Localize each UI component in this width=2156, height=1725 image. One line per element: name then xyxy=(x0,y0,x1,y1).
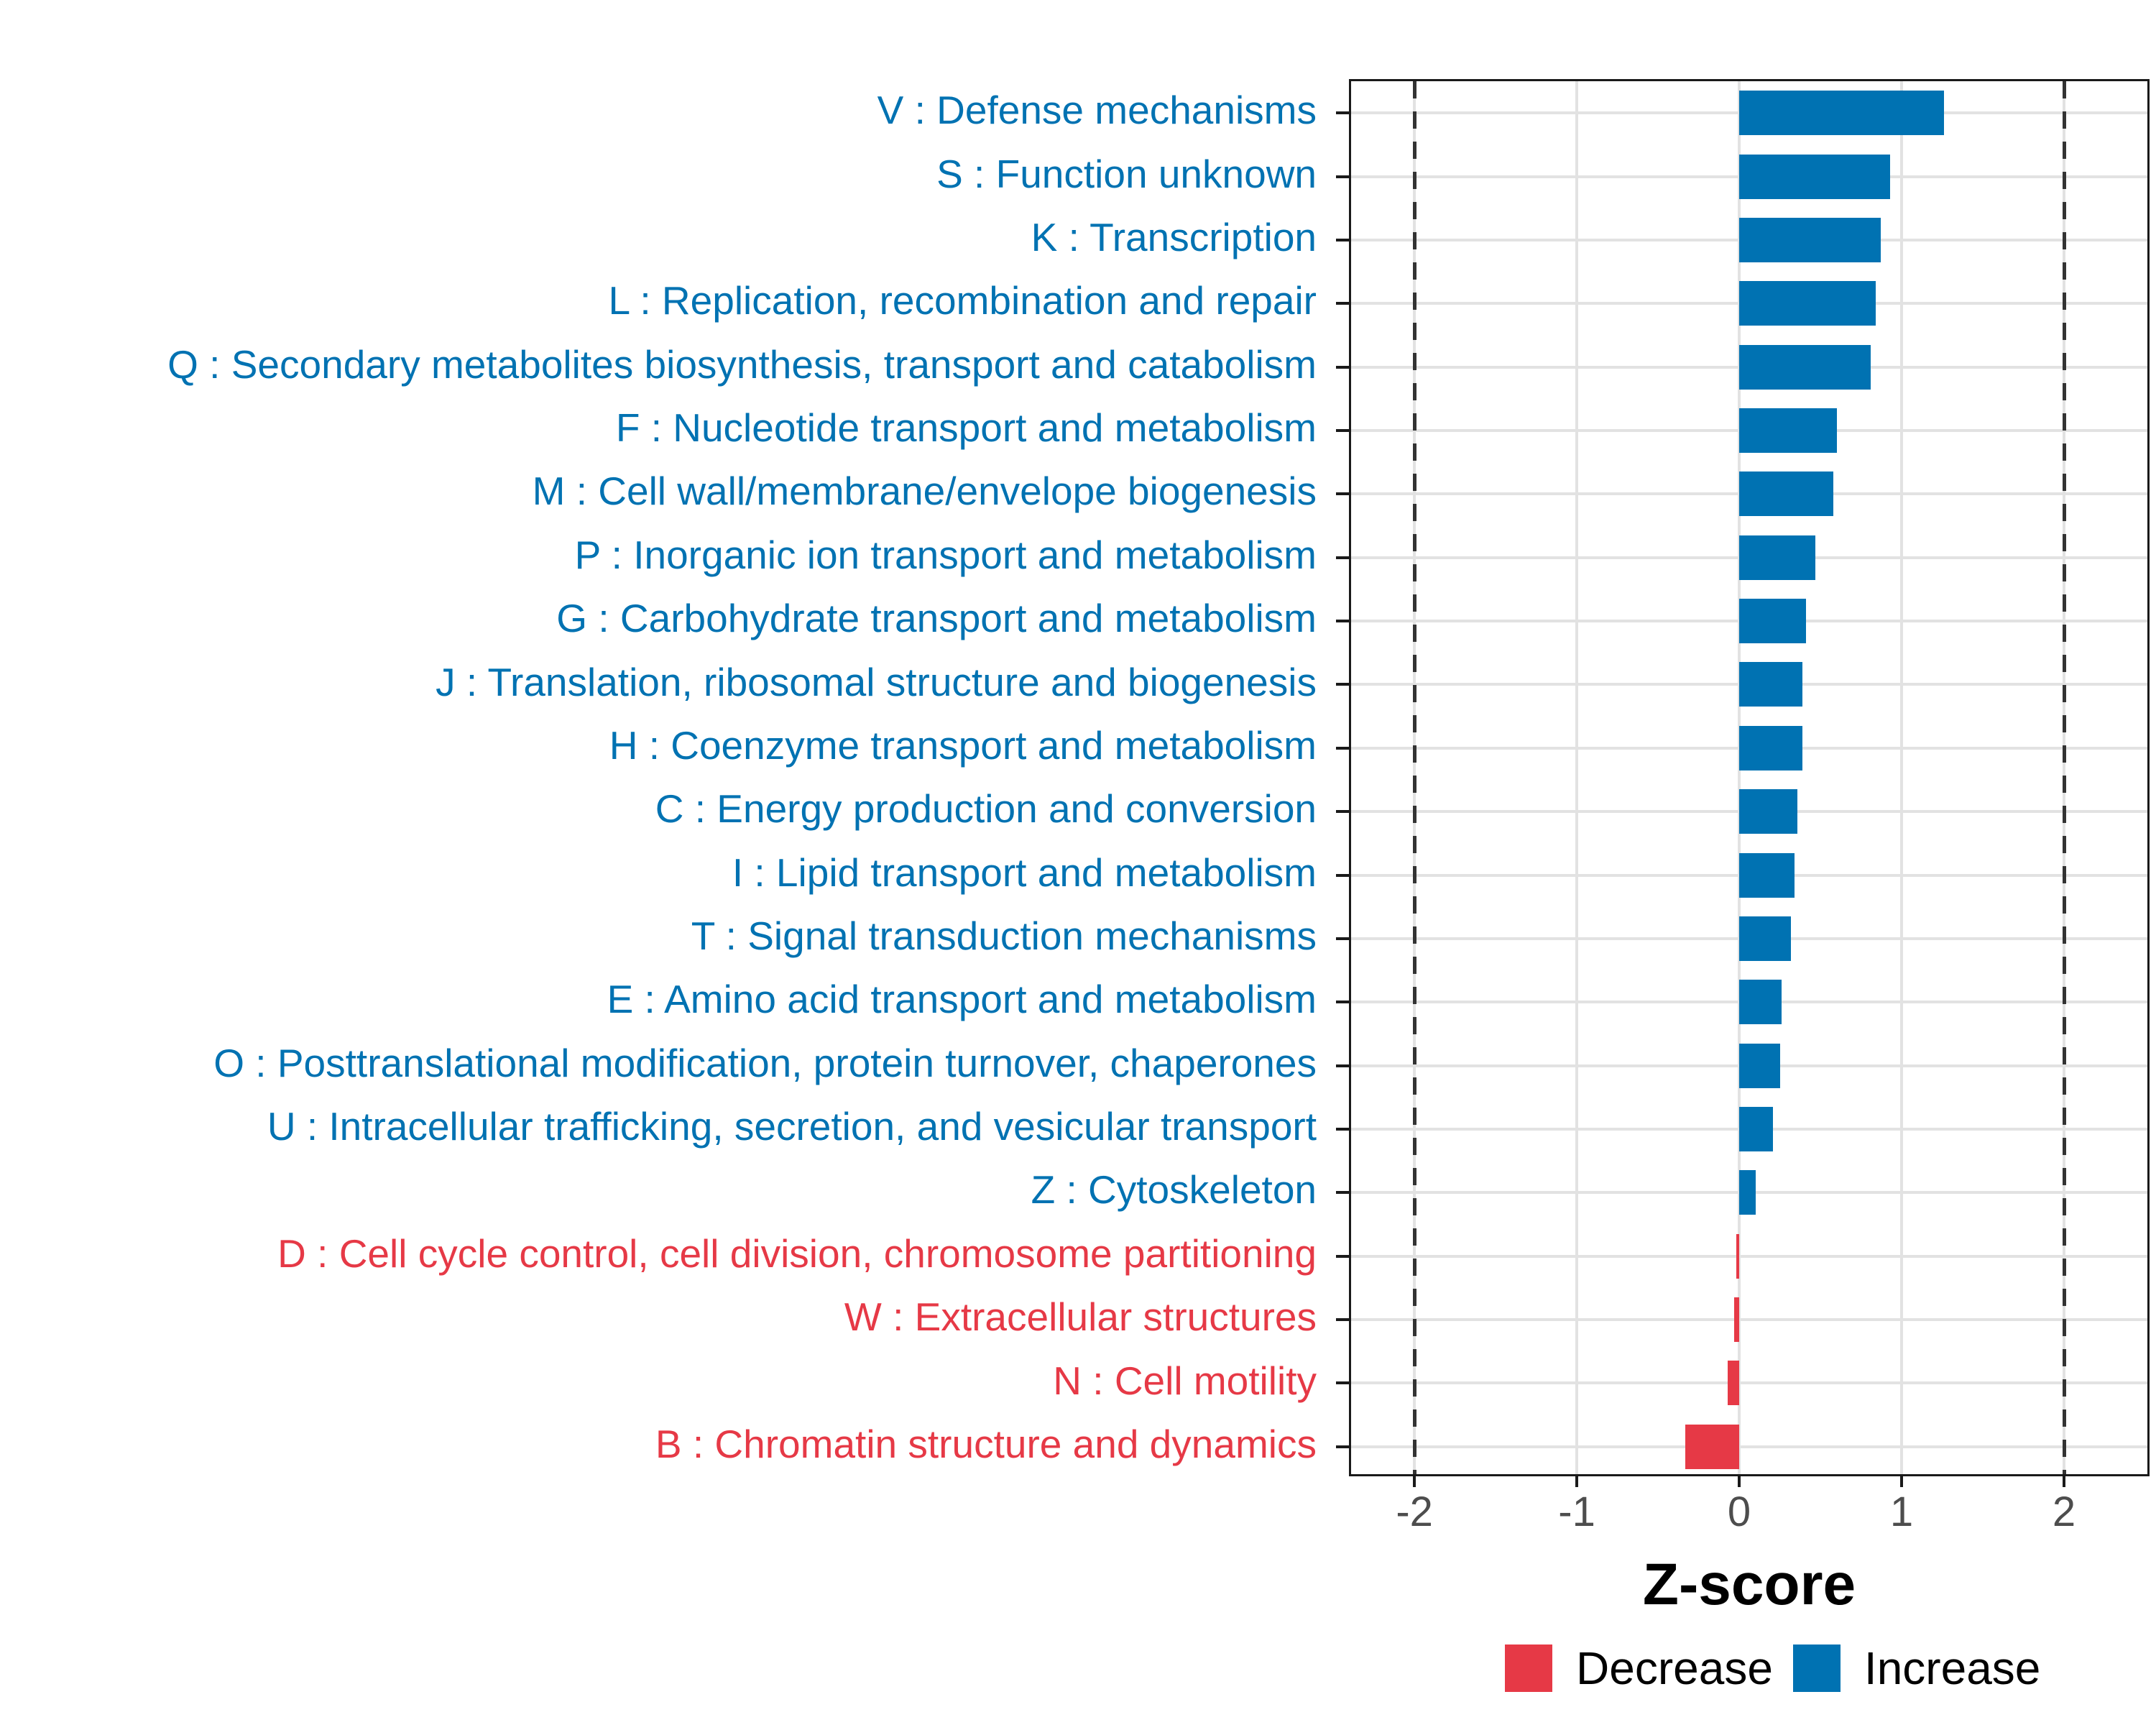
category-label-S: S : Function unknown xyxy=(936,151,1317,196)
y-tick-N xyxy=(1336,1381,1349,1385)
x-tick-label-0: 0 xyxy=(1727,1489,1751,1535)
y-tick-K xyxy=(1336,238,1349,242)
y-tick-V xyxy=(1336,111,1349,115)
category-label-C: C : Energy production and conversion xyxy=(655,786,1317,832)
category-label-T: T : Signal transduction mechanisms xyxy=(691,914,1317,959)
category-label-L: L : Replication, recombination and repai… xyxy=(608,278,1317,323)
legend-item-increase: Increase xyxy=(1792,1642,2041,1694)
category-label-N: N : Cell motility xyxy=(1053,1358,1317,1403)
category-label-V: V : Defense mechanisms xyxy=(877,88,1317,133)
legend-label-increase: Increase xyxy=(1864,1642,2041,1694)
gridline-y-D xyxy=(1351,1254,2147,1258)
gridline-x-1 xyxy=(1900,81,1904,1474)
bar-F xyxy=(1739,408,1837,453)
bar-O xyxy=(1739,1043,1780,1088)
y-tick-D xyxy=(1336,1254,1349,1258)
bar-U xyxy=(1739,1107,1774,1151)
x-tick-2 xyxy=(2062,1474,2065,1487)
y-tick-F xyxy=(1336,429,1349,432)
dashed-line-x-2 xyxy=(2062,81,2066,1474)
y-tick-I xyxy=(1336,873,1349,877)
category-label-P: P : Inorganic ion transport and metaboli… xyxy=(574,532,1317,577)
y-tick-T xyxy=(1336,937,1349,940)
bar-I xyxy=(1739,852,1795,898)
y-tick-M xyxy=(1336,492,1349,496)
legend-item-decrease: Decrease xyxy=(1505,1644,1773,1692)
category-label-D: D : Cell cycle control, cell division, c… xyxy=(277,1230,1317,1276)
category-label-E: E : Amino acid transport and metabolism xyxy=(607,977,1317,1022)
bar-T xyxy=(1739,916,1792,961)
y-tick-Z xyxy=(1336,1191,1349,1195)
bar-L xyxy=(1739,281,1876,326)
bar-D xyxy=(1736,1233,1740,1279)
increase-swatch xyxy=(1792,1644,1841,1692)
category-label-W: W : Extracellular structures xyxy=(844,1294,1317,1340)
y-tick-O xyxy=(1336,1064,1349,1067)
gridline-y-N xyxy=(1351,1381,2147,1385)
x-tick-label--2: -2 xyxy=(1396,1489,1433,1535)
bar-Q xyxy=(1739,344,1871,390)
category-label-H: H : Coenzyme transport and metabolism xyxy=(609,722,1317,768)
bar-J xyxy=(1739,662,1803,707)
x-tick-label--1: -1 xyxy=(1558,1489,1595,1535)
y-tick-C xyxy=(1336,810,1349,814)
dashed-line-x--2 xyxy=(1413,81,1417,1474)
y-tick-E xyxy=(1336,1000,1349,1004)
bar-E xyxy=(1739,980,1782,1025)
y-tick-H xyxy=(1336,746,1349,750)
x-tick-1 xyxy=(1900,1474,1904,1487)
bar-G xyxy=(1739,599,1806,644)
gridline-x-0 xyxy=(1738,81,1741,1474)
y-tick-P xyxy=(1336,556,1349,559)
y-tick-B xyxy=(1336,1445,1349,1448)
category-label-Z: Z : Cytoskeleton xyxy=(1031,1167,1317,1213)
bar-M xyxy=(1739,472,1834,517)
gridline-x--1 xyxy=(1575,81,1579,1474)
y-tick-L xyxy=(1336,302,1349,305)
y-tick-J xyxy=(1336,683,1349,686)
legend: Decrease Increase xyxy=(1505,1644,2040,1692)
gridline-y-B xyxy=(1351,1445,2147,1448)
category-label-U: U : Intracellular trafficking, secretion… xyxy=(267,1104,1317,1149)
category-label-F: F : Nucleotide transport and metabolism xyxy=(615,405,1317,451)
category-label-Q: Q : Secondary metabolites biosynthesis, … xyxy=(167,341,1317,387)
category-label-O: O : Posttranslational modification, prot… xyxy=(213,1040,1317,1085)
bar-B xyxy=(1685,1424,1740,1469)
bar-Z xyxy=(1739,1170,1756,1215)
x-tick-label-1: 1 xyxy=(1889,1489,1914,1535)
x-tick-0 xyxy=(1738,1474,1741,1487)
category-label-M: M : Cell wall/membrane/envelope biogenes… xyxy=(532,469,1317,514)
category-label-I: I : Lipid transport and metabolism xyxy=(732,850,1317,895)
category-label-G: G : Carbohydrate transport and metabolis… xyxy=(556,596,1317,641)
x-tick--1 xyxy=(1575,1474,1579,1487)
y-tick-S xyxy=(1336,175,1349,178)
gridline-y-W xyxy=(1351,1318,2147,1322)
bar-K xyxy=(1739,217,1881,262)
decrease-swatch xyxy=(1505,1644,1552,1692)
bar-S xyxy=(1739,154,1891,199)
x-axis-title: Z-score xyxy=(1642,1552,1856,1617)
bar-N xyxy=(1728,1361,1740,1406)
plot-panel: -2 -1 0 1 2 xyxy=(1336,79,2150,1533)
category-label-K: K : Transcription xyxy=(1031,215,1317,260)
legend-label-decrease: Decrease xyxy=(1576,1642,1773,1694)
y-tick-U xyxy=(1336,1128,1349,1131)
x-tick-label-2: 2 xyxy=(2052,1489,2076,1535)
x-tick--2 xyxy=(1413,1474,1416,1487)
y-tick-W xyxy=(1336,1318,1349,1322)
bar-P xyxy=(1739,535,1816,580)
bar-W xyxy=(1734,1297,1740,1343)
bar-H xyxy=(1739,725,1803,770)
category-label-J: J : Translation, ribosomal structure and… xyxy=(436,659,1317,704)
bar-V xyxy=(1739,91,1944,136)
category-label-B: B : Chromatin structure and dynamics xyxy=(655,1421,1317,1466)
y-tick-Q xyxy=(1336,365,1349,369)
y-tick-G xyxy=(1336,620,1349,623)
bar-C xyxy=(1739,789,1798,834)
